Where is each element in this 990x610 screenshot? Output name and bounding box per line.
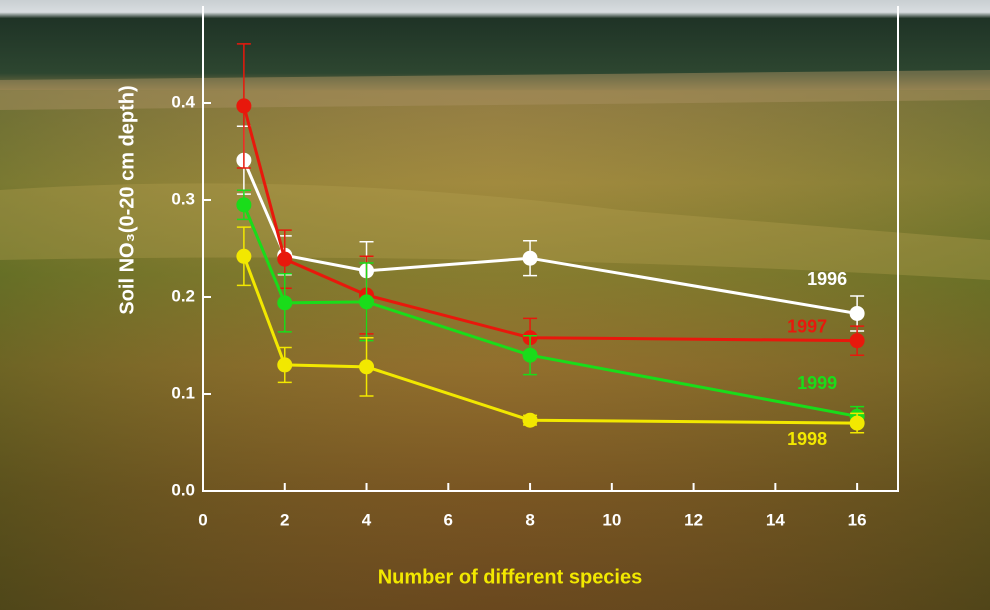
y-tick-label: 0.0 — [171, 480, 195, 499]
x-tick-label: 14 — [766, 510, 785, 529]
data-point — [359, 294, 375, 310]
data-point — [277, 357, 293, 373]
data-point — [849, 305, 865, 321]
data-point — [236, 98, 252, 114]
x-tick-label: 0 — [198, 510, 207, 529]
data-point — [359, 359, 375, 375]
data-point — [849, 333, 865, 349]
series-label: 1997 — [787, 316, 827, 336]
x-tick-label: 10 — [602, 510, 621, 529]
y-axis-label: Soil NO₃(0-20 cm depth) — [116, 85, 138, 314]
data-point — [849, 415, 865, 431]
series-label: 1998 — [787, 429, 827, 449]
data-point — [522, 347, 538, 363]
x-tick-label: 16 — [848, 510, 867, 529]
data-point — [236, 248, 252, 264]
data-point — [277, 251, 293, 267]
x-tick-label: 4 — [362, 510, 372, 529]
data-point — [277, 295, 293, 311]
x-tick-label: 12 — [684, 510, 703, 529]
series-label: 1999 — [797, 373, 837, 393]
x-tick-label: 6 — [444, 510, 453, 529]
y-tick-label: 0.4 — [171, 92, 195, 111]
x-tick-label: 2 — [280, 510, 289, 529]
y-tick-label: 0.1 — [171, 383, 195, 402]
data-point — [522, 412, 538, 428]
y-tick-label: 0.2 — [171, 286, 195, 305]
x-axis-label: Number of different species — [378, 566, 643, 588]
axis-frame — [202, 6, 899, 492]
data-point — [522, 250, 538, 266]
background-shade — [0, 90, 990, 610]
series-label: 1996 — [807, 269, 847, 289]
data-point — [236, 197, 252, 213]
y-tick-label: 0.3 — [171, 189, 195, 208]
x-tick-label: 8 — [525, 510, 534, 529]
